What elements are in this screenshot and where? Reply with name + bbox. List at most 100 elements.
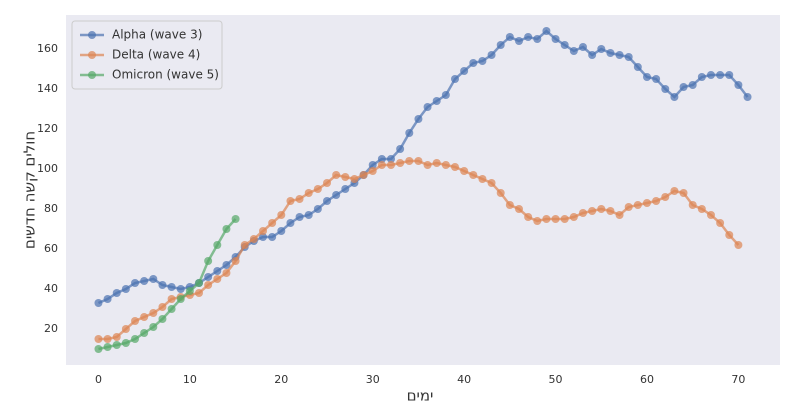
data-point: [213, 275, 222, 283]
data-point: [259, 227, 268, 235]
data-point: [615, 51, 624, 59]
data-point: [633, 63, 642, 71]
data-point: [478, 57, 487, 65]
data-point: [176, 295, 185, 303]
data-point: [341, 173, 350, 181]
data-point: [697, 73, 706, 81]
data-point: [332, 171, 341, 179]
data-point: [313, 185, 322, 193]
x-tick-label: 40: [457, 373, 471, 386]
data-point: [222, 261, 231, 269]
data-point: [112, 289, 121, 297]
data-point: [295, 195, 304, 203]
x-tick-label: 20: [274, 373, 288, 386]
data-point: [396, 159, 405, 167]
y-tick-label: 160: [37, 42, 58, 55]
data-point: [688, 201, 697, 209]
data-point: [295, 213, 304, 221]
data-point: [268, 219, 277, 227]
data-point: [103, 335, 112, 343]
data-point: [679, 83, 688, 91]
data-point: [460, 67, 469, 75]
data-point: [642, 199, 651, 207]
data-point: [204, 273, 213, 281]
data-point: [478, 175, 487, 183]
data-point: [514, 37, 523, 45]
data-point: [624, 53, 633, 61]
data-point: [578, 209, 587, 217]
data-point: [706, 71, 715, 79]
data-point: [231, 215, 240, 223]
x-tick-label: 10: [183, 373, 197, 386]
data-point: [706, 211, 715, 219]
data-point: [195, 289, 204, 297]
data-point: [405, 157, 414, 165]
x-tick-label: 70: [731, 373, 745, 386]
legend-label: Omicron (wave 5): [112, 68, 219, 82]
data-point: [195, 279, 204, 287]
data-point: [103, 343, 112, 351]
data-point: [652, 197, 661, 205]
data-point: [633, 201, 642, 209]
x-tick-label: 60: [640, 373, 654, 386]
data-point: [112, 341, 121, 349]
data-point: [240, 241, 249, 249]
data-point: [734, 241, 743, 249]
legend-box: [71, 20, 223, 90]
data-point: [259, 233, 268, 241]
data-point: [176, 285, 185, 293]
data-point: [94, 345, 103, 353]
data-point: [131, 279, 140, 287]
y-tick-label: 120: [37, 122, 58, 135]
data-point: [268, 233, 277, 241]
data-point: [304, 211, 313, 219]
data-point: [167, 305, 176, 313]
data-point: [277, 227, 286, 235]
data-point: [121, 325, 130, 333]
data-point: [734, 81, 743, 89]
data-point: [469, 59, 478, 67]
data-point: [542, 215, 551, 223]
data-point: [725, 231, 734, 239]
legend-label: Delta (wave 4): [112, 48, 200, 62]
data-point: [94, 299, 103, 307]
data-point: [396, 145, 405, 153]
data-point: [350, 175, 359, 183]
y-tick-label: 60: [44, 242, 58, 255]
data-point: [286, 219, 295, 227]
data-point: [432, 159, 441, 167]
data-point: [560, 215, 569, 223]
data-point: [716, 71, 725, 79]
series-line: [98, 218, 237, 351]
data-point: [578, 43, 587, 51]
legend-label: Alpha (wave 3): [112, 28, 202, 42]
data-point: [432, 97, 441, 105]
data-point: [661, 85, 670, 93]
data-point: [204, 257, 213, 265]
data-point: [158, 303, 167, 311]
data-point: [670, 187, 679, 195]
data-point: [140, 313, 149, 321]
data-point: [551, 35, 560, 43]
data-point: [140, 277, 149, 285]
data-point: [615, 211, 624, 219]
data-point: [542, 27, 551, 35]
data-point: [149, 275, 158, 283]
y-tick-label: 20: [44, 322, 58, 335]
data-point: [377, 155, 386, 163]
data-point: [423, 161, 432, 169]
data-point: [204, 281, 213, 289]
data-point: [112, 333, 121, 341]
data-point: [359, 171, 368, 179]
data-point: [313, 205, 322, 213]
data-point: [405, 129, 414, 137]
y-tick-label: 100: [37, 162, 58, 175]
data-point: [231, 257, 240, 265]
data-point: [167, 283, 176, 291]
data-point: [624, 203, 633, 211]
data-point: [140, 329, 149, 337]
data-point: [387, 161, 396, 169]
data-point: [213, 267, 222, 275]
data-point: [149, 323, 158, 331]
data-point: [716, 219, 725, 227]
